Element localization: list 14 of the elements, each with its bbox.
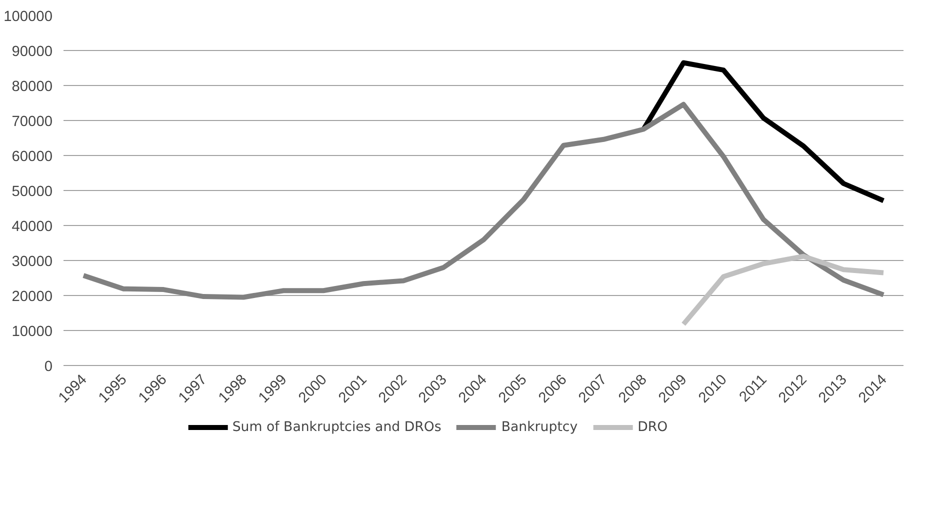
y-tick-label: 80000 [12,79,53,95]
y-tick-label: 60000 [12,149,53,165]
legend-label: DRO [638,420,668,434]
y-tick-label: 10000 [12,324,53,340]
y-tick-label: 30000 [12,254,53,270]
legend-label: Bankruptcy [501,420,578,434]
y-tick-label: 90000 [12,44,53,60]
legend-label: Sum of Bankruptcies and DROs [232,420,442,434]
y-tick-label: 40000 [12,219,53,235]
y-tick-label: 0 [44,359,53,375]
y-tick-label: 70000 [12,114,53,130]
y-tick-label: 100000 [4,9,53,25]
y-tick-label: 50000 [12,184,53,200]
y-tick-label: 20000 [12,289,53,305]
